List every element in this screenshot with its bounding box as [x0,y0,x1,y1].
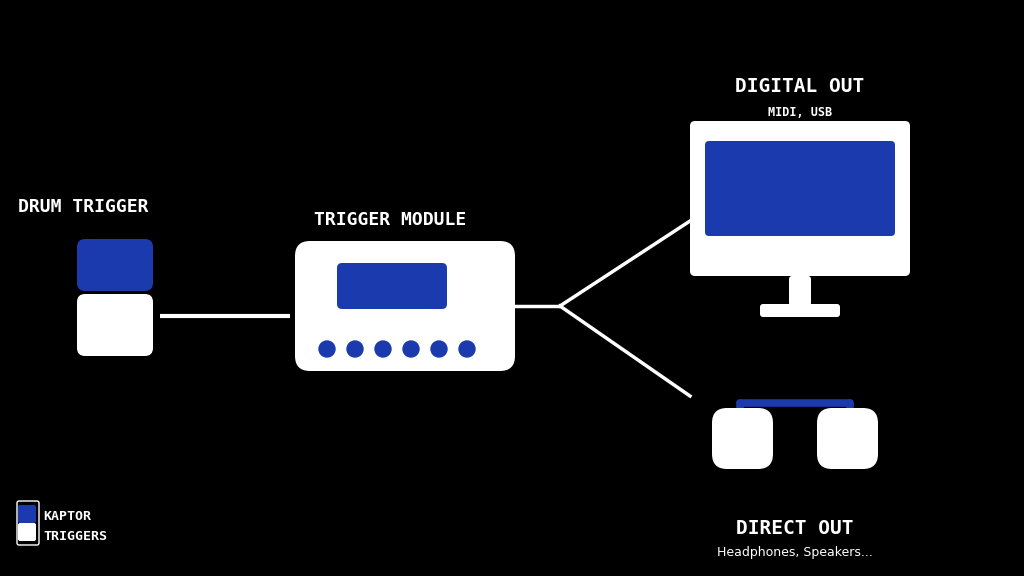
FancyBboxPatch shape [77,294,153,356]
Circle shape [347,341,362,357]
FancyBboxPatch shape [18,505,36,523]
FancyBboxPatch shape [295,241,515,371]
Text: DIGITAL OUT: DIGITAL OUT [735,77,864,96]
FancyBboxPatch shape [690,121,910,276]
FancyBboxPatch shape [18,523,36,541]
Circle shape [319,341,335,357]
Text: TRIGGER MODULE: TRIGGER MODULE [314,211,466,229]
FancyBboxPatch shape [817,408,878,469]
Circle shape [375,341,391,357]
FancyBboxPatch shape [790,276,811,306]
FancyBboxPatch shape [712,408,773,469]
Text: DRUM TRIGGER: DRUM TRIGGER [18,198,148,216]
Text: TRIGGERS: TRIGGERS [43,529,106,543]
Text: Headphones, Speakers...: Headphones, Speakers... [717,546,872,559]
Text: MIDI, USB: MIDI, USB [768,106,833,119]
FancyBboxPatch shape [760,304,840,317]
Circle shape [403,341,419,357]
FancyBboxPatch shape [337,263,447,309]
Circle shape [459,341,475,357]
Text: DIRECT OUT: DIRECT OUT [736,519,854,538]
FancyBboxPatch shape [77,239,153,291]
FancyBboxPatch shape [705,141,895,236]
Text: KAPTOR: KAPTOR [43,510,91,522]
Circle shape [431,341,447,357]
